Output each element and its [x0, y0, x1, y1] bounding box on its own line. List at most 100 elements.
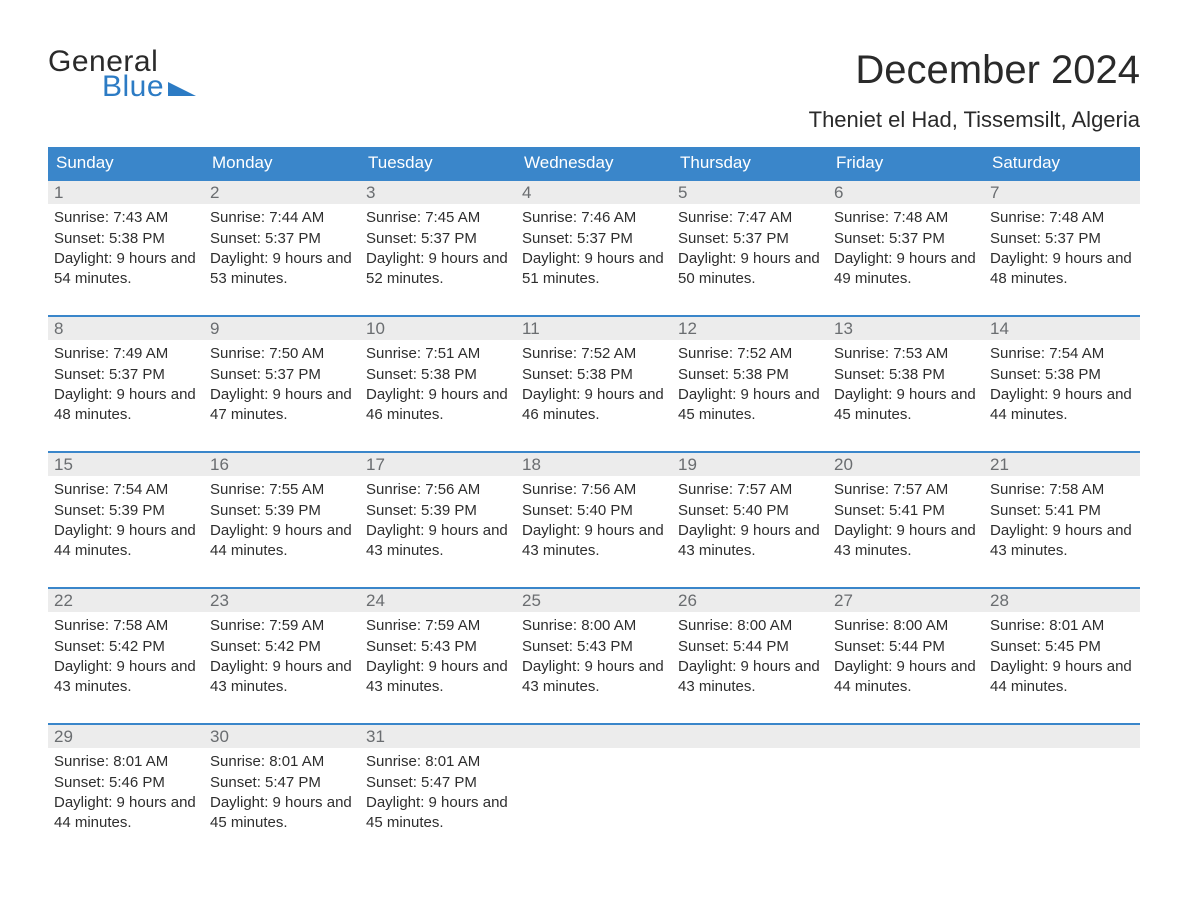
daylight-line: Daylight: 9 hours and 52 minutes. — [366, 249, 510, 290]
sunset-line: Sunset: 5:43 PM — [522, 637, 666, 657]
day-body: Sunrise: 7:47 AMSunset: 5:37 PMDaylight:… — [672, 204, 828, 293]
day-number-empty — [828, 725, 984, 748]
day-cell: 19Sunrise: 7:57 AMSunset: 5:40 PMDayligh… — [672, 452, 828, 588]
daylight-line: Daylight: 9 hours and 43 minutes. — [990, 521, 1134, 562]
daylight-line: Daylight: 9 hours and 43 minutes. — [366, 657, 510, 698]
daylight-line: Daylight: 9 hours and 53 minutes. — [210, 249, 354, 290]
sunset-line: Sunset: 5:47 PM — [366, 773, 510, 793]
day-number: 16 — [204, 453, 360, 476]
day-number: 15 — [48, 453, 204, 476]
day-number: 28 — [984, 589, 1140, 612]
daylight-line: Daylight: 9 hours and 43 minutes. — [678, 657, 822, 698]
day-number: 11 — [516, 317, 672, 340]
day-body: Sunrise: 7:53 AMSunset: 5:38 PMDaylight:… — [828, 340, 984, 429]
weekday-header-row: SundayMondayTuesdayWednesdayThursdayFrid… — [48, 147, 1140, 180]
week-row: 8Sunrise: 7:49 AMSunset: 5:37 PMDaylight… — [48, 316, 1140, 452]
sunrise-line: Sunrise: 7:47 AM — [678, 208, 822, 228]
sunrise-line: Sunrise: 8:01 AM — [210, 752, 354, 772]
day-body: Sunrise: 7:58 AMSunset: 5:42 PMDaylight:… — [48, 612, 204, 701]
sunrise-line: Sunrise: 7:59 AM — [210, 616, 354, 636]
day-cell: 28Sunrise: 8:01 AMSunset: 5:45 PMDayligh… — [984, 588, 1140, 724]
day-number: 8 — [48, 317, 204, 340]
day-cell — [828, 724, 984, 859]
day-body: Sunrise: 8:01 AMSunset: 5:47 PMDaylight:… — [360, 748, 516, 837]
day-cell: 15Sunrise: 7:54 AMSunset: 5:39 PMDayligh… — [48, 452, 204, 588]
sunrise-line: Sunrise: 8:00 AM — [678, 616, 822, 636]
day-body: Sunrise: 8:00 AMSunset: 5:43 PMDaylight:… — [516, 612, 672, 701]
calendar-page: General Blue December 2024 Theniet el Ha… — [0, 0, 1188, 918]
day-number: 6 — [828, 181, 984, 204]
title-block: December 2024 Theniet el Had, Tissemsilt… — [809, 48, 1140, 133]
day-body: Sunrise: 7:57 AMSunset: 5:40 PMDaylight:… — [672, 476, 828, 565]
daylight-line: Daylight: 9 hours and 46 minutes. — [366, 385, 510, 426]
sunset-line: Sunset: 5:37 PM — [678, 229, 822, 249]
day-number: 1 — [48, 181, 204, 204]
day-cell: 14Sunrise: 7:54 AMSunset: 5:38 PMDayligh… — [984, 316, 1140, 452]
day-cell: 31Sunrise: 8:01 AMSunset: 5:47 PMDayligh… — [360, 724, 516, 859]
sunrise-line: Sunrise: 7:55 AM — [210, 480, 354, 500]
sunrise-line: Sunrise: 7:51 AM — [366, 344, 510, 364]
sunrise-line: Sunrise: 7:59 AM — [366, 616, 510, 636]
day-cell — [672, 724, 828, 859]
sunset-line: Sunset: 5:44 PM — [834, 637, 978, 657]
sunset-line: Sunset: 5:43 PM — [366, 637, 510, 657]
day-number: 17 — [360, 453, 516, 476]
day-number: 22 — [48, 589, 204, 612]
daylight-line: Daylight: 9 hours and 44 minutes. — [210, 521, 354, 562]
day-number: 21 — [984, 453, 1140, 476]
sunset-line: Sunset: 5:38 PM — [522, 365, 666, 385]
weekday-header: Sunday — [48, 147, 204, 180]
daylight-line: Daylight: 9 hours and 44 minutes. — [990, 385, 1134, 426]
sunset-line: Sunset: 5:37 PM — [210, 229, 354, 249]
day-cell: 1Sunrise: 7:43 AMSunset: 5:38 PMDaylight… — [48, 180, 204, 316]
daylight-line: Daylight: 9 hours and 45 minutes. — [834, 385, 978, 426]
day-cell: 26Sunrise: 8:00 AMSunset: 5:44 PMDayligh… — [672, 588, 828, 724]
day-body: Sunrise: 7:49 AMSunset: 5:37 PMDaylight:… — [48, 340, 204, 429]
sunrise-line: Sunrise: 7:52 AM — [678, 344, 822, 364]
sunrise-line: Sunrise: 7:46 AM — [522, 208, 666, 228]
week-row: 29Sunrise: 8:01 AMSunset: 5:46 PMDayligh… — [48, 724, 1140, 859]
location-line: Theniet el Had, Tissemsilt, Algeria — [809, 107, 1140, 133]
week-row: 22Sunrise: 7:58 AMSunset: 5:42 PMDayligh… — [48, 588, 1140, 724]
week-row: 1Sunrise: 7:43 AMSunset: 5:38 PMDaylight… — [48, 180, 1140, 316]
day-body: Sunrise: 7:51 AMSunset: 5:38 PMDaylight:… — [360, 340, 516, 429]
sunset-line: Sunset: 5:38 PM — [366, 365, 510, 385]
header-row: General Blue December 2024 Theniet el Ha… — [48, 48, 1140, 133]
day-cell: 7Sunrise: 7:48 AMSunset: 5:37 PMDaylight… — [984, 180, 1140, 316]
day-cell: 10Sunrise: 7:51 AMSunset: 5:38 PMDayligh… — [360, 316, 516, 452]
brand-mark-icon — [168, 73, 196, 102]
daylight-line: Daylight: 9 hours and 44 minutes. — [54, 521, 198, 562]
sunset-line: Sunset: 5:37 PM — [990, 229, 1134, 249]
sunrise-line: Sunrise: 8:00 AM — [834, 616, 978, 636]
day-body: Sunrise: 8:00 AMSunset: 5:44 PMDaylight:… — [672, 612, 828, 701]
day-body: Sunrise: 7:48 AMSunset: 5:37 PMDaylight:… — [984, 204, 1140, 293]
brand-logo: General Blue — [48, 48, 196, 101]
sunset-line: Sunset: 5:41 PM — [990, 501, 1134, 521]
day-cell: 25Sunrise: 8:00 AMSunset: 5:43 PMDayligh… — [516, 588, 672, 724]
sunrise-line: Sunrise: 7:49 AM — [54, 344, 198, 364]
sunset-line: Sunset: 5:39 PM — [366, 501, 510, 521]
day-cell: 27Sunrise: 8:00 AMSunset: 5:44 PMDayligh… — [828, 588, 984, 724]
day-body: Sunrise: 7:54 AMSunset: 5:39 PMDaylight:… — [48, 476, 204, 565]
sunset-line: Sunset: 5:39 PM — [54, 501, 198, 521]
day-cell: 21Sunrise: 7:58 AMSunset: 5:41 PMDayligh… — [984, 452, 1140, 588]
sunset-line: Sunset: 5:38 PM — [678, 365, 822, 385]
day-cell: 9Sunrise: 7:50 AMSunset: 5:37 PMDaylight… — [204, 316, 360, 452]
sunrise-line: Sunrise: 7:58 AM — [990, 480, 1134, 500]
daylight-line: Daylight: 9 hours and 54 minutes. — [54, 249, 198, 290]
sunrise-line: Sunrise: 7:48 AM — [990, 208, 1134, 228]
day-number: 31 — [360, 725, 516, 748]
day-body: Sunrise: 7:45 AMSunset: 5:37 PMDaylight:… — [360, 204, 516, 293]
day-cell: 20Sunrise: 7:57 AMSunset: 5:41 PMDayligh… — [828, 452, 984, 588]
day-cell: 8Sunrise: 7:49 AMSunset: 5:37 PMDaylight… — [48, 316, 204, 452]
calendar-table: SundayMondayTuesdayWednesdayThursdayFrid… — [48, 147, 1140, 859]
day-body: Sunrise: 7:58 AMSunset: 5:41 PMDaylight:… — [984, 476, 1140, 565]
day-body: Sunrise: 8:00 AMSunset: 5:44 PMDaylight:… — [828, 612, 984, 701]
day-cell: 29Sunrise: 8:01 AMSunset: 5:46 PMDayligh… — [48, 724, 204, 859]
day-number: 18 — [516, 453, 672, 476]
daylight-line: Daylight: 9 hours and 45 minutes. — [366, 793, 510, 834]
daylight-line: Daylight: 9 hours and 43 minutes. — [678, 521, 822, 562]
daylight-line: Daylight: 9 hours and 43 minutes. — [522, 657, 666, 698]
day-number: 10 — [360, 317, 516, 340]
sunset-line: Sunset: 5:37 PM — [522, 229, 666, 249]
